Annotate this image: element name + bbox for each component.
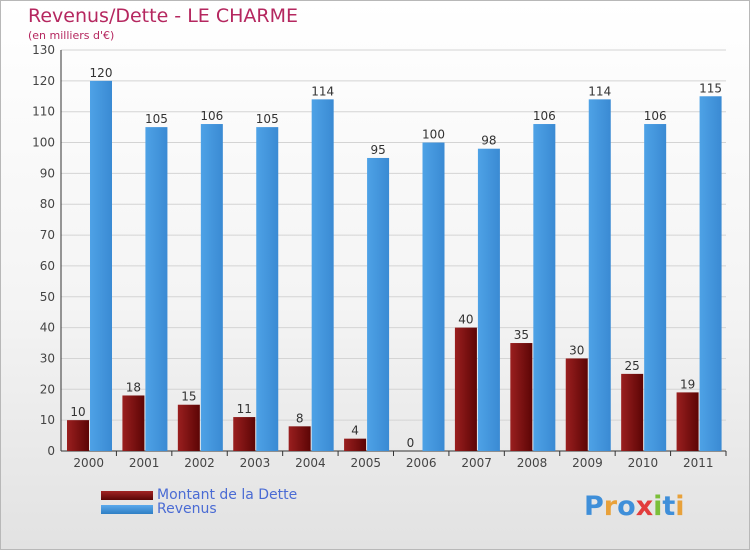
- x-tick-label: 2007: [461, 456, 492, 470]
- bars: [67, 80, 722, 452]
- proxiti-logo: Proxiti: [584, 491, 685, 522]
- data-label-debt-2010: 25: [625, 359, 640, 373]
- bar-revenue-2004: [311, 99, 334, 451]
- x-tick-label: 2008: [517, 456, 548, 470]
- data-label-revenue-2001: 105: [145, 112, 168, 126]
- bar-debt-2003: [233, 417, 256, 451]
- gridlines: [61, 49, 726, 452]
- bar-revenue-2009: [588, 99, 611, 451]
- y-tick-label: 0: [47, 444, 55, 458]
- legend-item-debt: Montant de la Dette: [101, 487, 297, 503]
- data-labels: 10 120 18 105 15 106 11 105 8 114 4 95 0 100 40 98 35 106…: [70, 66, 722, 450]
- legend-swatch-revenue: [101, 504, 153, 514]
- legend-label-revenue: Revenus: [157, 501, 217, 517]
- legend-label-debt: Montant de la Dette: [157, 487, 298, 503]
- bar-debt-2008: [510, 343, 533, 451]
- legend-swatch-debt: [101, 490, 153, 500]
- data-label-debt-2004: 8: [296, 411, 304, 425]
- y-tick-label: 110: [32, 105, 55, 119]
- y-tick-label: 20: [40, 382, 55, 396]
- y-tick-label: 100: [32, 136, 55, 150]
- x-tick-label: 2003: [240, 456, 271, 470]
- bar-debt-2007: [454, 327, 477, 451]
- bar-revenue-2000: [90, 80, 112, 451]
- bar-debt-2005: [344, 438, 367, 451]
- data-label-debt-2000: 10: [70, 405, 85, 419]
- data-label-debt-2007: 40: [458, 313, 473, 327]
- x-tick-label: 2004: [295, 456, 326, 470]
- y-tick-label: 130: [32, 43, 55, 57]
- x-tick-label: 2011: [683, 456, 714, 470]
- chart-title: Revenus/Dette - LE CHARME: [28, 5, 298, 27]
- bar-revenue-2006: [422, 142, 445, 452]
- bar-revenue-2008: [533, 124, 556, 452]
- bar-debt-2001: [122, 395, 145, 451]
- bar-revenue-2002: [200, 124, 223, 452]
- y-tick-label: 50: [40, 290, 55, 304]
- data-label-revenue-2000: 120: [90, 66, 113, 80]
- bar-revenue-2011: [699, 96, 722, 452]
- data-label-revenue-2006: 100: [422, 128, 445, 142]
- data-label-revenue-2002: 106: [200, 109, 223, 123]
- y-tick-label: 80: [40, 197, 55, 211]
- data-label-debt-2009: 30: [569, 343, 584, 357]
- y-tick-label: 10: [40, 413, 55, 427]
- data-label-revenue-2010: 106: [644, 109, 667, 123]
- chart-subtitle: (en milliers d'€): [28, 29, 115, 42]
- y-tick-label: 40: [40, 321, 55, 335]
- data-label-debt-2001: 18: [126, 380, 141, 394]
- data-label-debt-2003: 11: [237, 402, 252, 416]
- data-label-revenue-2003: 105: [256, 112, 279, 126]
- bar-revenue-2003: [256, 127, 279, 451]
- bar-debt-2010: [621, 373, 644, 451]
- x-tick-label: 2001: [129, 456, 160, 470]
- bar-revenue-2010: [644, 124, 667, 452]
- data-label-revenue-2009: 114: [588, 84, 611, 98]
- x-tick-label: 2000: [73, 456, 104, 470]
- x-tick-label: 2002: [184, 456, 215, 470]
- y-tick-label: 60: [40, 259, 55, 273]
- data-label-revenue-2004: 114: [311, 84, 334, 98]
- data-label-debt-2002: 15: [181, 390, 196, 404]
- data-label-revenue-2005: 95: [370, 143, 385, 157]
- bar-revenue-2005: [367, 157, 390, 451]
- x-tick-label: 2009: [572, 456, 603, 470]
- bar-revenue-2007: [477, 148, 500, 451]
- bar-debt-2002: [177, 404, 200, 451]
- bar-revenue-2001: [145, 127, 168, 451]
- y-tick-label: 90: [40, 166, 55, 180]
- y-tick-label: 120: [32, 74, 55, 88]
- data-label-revenue-2011: 115: [699, 81, 722, 95]
- bar-debt-2000: [67, 420, 89, 451]
- x-tick-label: 2010: [628, 456, 659, 470]
- y-tick-label: 30: [40, 351, 55, 365]
- data-label-debt-2005: 4: [351, 424, 359, 438]
- legend-item-revenue: Revenus: [101, 501, 217, 517]
- bar-debt-2004: [288, 426, 311, 451]
- data-label-debt-2008: 35: [514, 328, 529, 342]
- data-label-revenue-2007: 98: [481, 134, 496, 148]
- data-label-revenue-2008: 106: [533, 109, 556, 123]
- y-tick-label: 70: [40, 228, 55, 242]
- x-tick-label: 2006: [406, 456, 437, 470]
- data-label-debt-2011: 19: [680, 377, 695, 391]
- x-tick-label: 2005: [351, 456, 382, 470]
- data-label-debt-2006: 0: [407, 436, 415, 450]
- bar-debt-2009: [565, 358, 588, 451]
- bar-debt-2011: [676, 392, 699, 451]
